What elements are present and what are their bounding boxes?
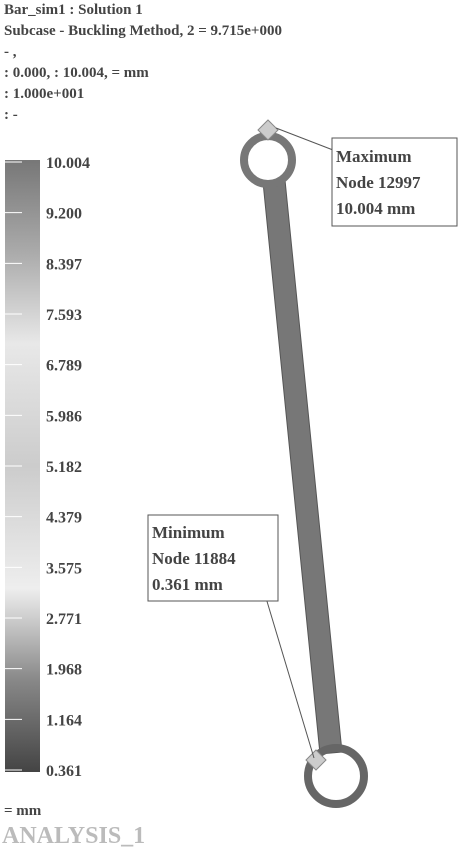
scale-label: 4.379 — [46, 510, 82, 527]
scale-label: 6.789 — [46, 358, 82, 375]
scale-label: 1.164 — [46, 712, 82, 729]
annotation-box — [331, 137, 458, 227]
scale-label: 3.575 — [46, 560, 82, 577]
legend: 10.004 9.200 8.397 7.593 6.789 5.986 5.182 4.37… — [5, 155, 90, 780]
leader-max — [275, 127, 334, 151]
header-line: : 1.000e+001 — [4, 86, 84, 102]
scale-label: 8.397 — [46, 256, 82, 273]
header-line: - , — [4, 44, 17, 60]
annotation-line: Node 11884 — [152, 549, 236, 568]
footer-unit: = mm — [4, 803, 42, 819]
header-line: : 0.000, : 10.004, = mm — [4, 65, 149, 81]
scale-label: 5.986 — [46, 408, 82, 425]
annotation-min: Minimum Node 11884 0.361 mm — [152, 523, 236, 594]
annotation-line: Maximum — [336, 147, 412, 166]
annotation-line: Minimum — [152, 523, 225, 542]
annotation-box — [147, 514, 279, 602]
header-line: Bar_sim1 : Solution 1 — [4, 2, 143, 18]
header: Bar_sim1 : Solution 1 Subcase - Buckling … — [4, 2, 282, 123]
header-line: : - — [4, 107, 18, 123]
annotation-line: Node 12997 — [336, 173, 421, 192]
scale-label: 5.182 — [46, 459, 82, 476]
scale-label: 10.004 — [46, 155, 90, 172]
scale-label: 7.593 — [46, 307, 82, 324]
annotation-line: 0.361 mm — [152, 575, 223, 594]
annotation-line: 10.004 mm — [336, 199, 415, 218]
scale-label: 1.968 — [46, 662, 82, 679]
annotation-max: Maximum Node 12997 10.004 mm — [336, 147, 421, 218]
scale-label: 0.361 — [46, 763, 82, 780]
model — [240, 119, 368, 808]
leader-min — [265, 597, 315, 759]
scale-label: 2.771 — [46, 611, 82, 628]
header-line: Subcase - Buckling Method, 2 = 9.715e+00… — [4, 23, 282, 39]
scale-label: 9.200 — [46, 206, 82, 223]
footer-label: ANALYSIS_1 — [2, 823, 145, 849]
